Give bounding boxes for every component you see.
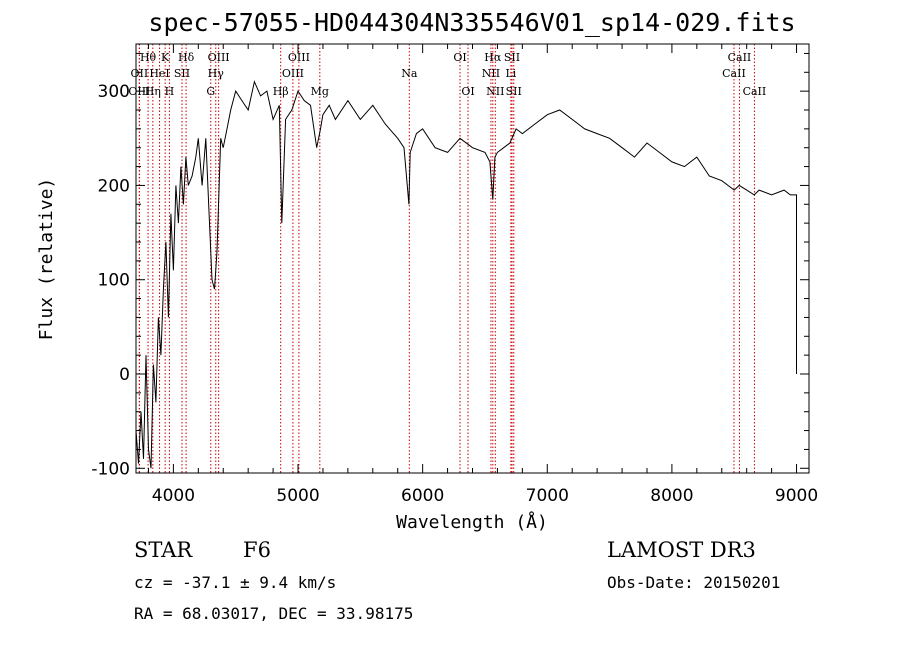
marker-label: CaII [743, 85, 767, 98]
x-tick-label: 5000 [276, 486, 319, 506]
redshift-cz: cz = -37.1 ± 9.4 km/s [134, 573, 337, 592]
marker-label: Hη [145, 85, 161, 98]
marker-label: Hδ [178, 51, 195, 64]
x-axis-ticks: 4000 5000 6000 7000 8000 9000 [147, 44, 818, 506]
y-axis-label: Flux (relative) [36, 178, 57, 341]
marker-label: NII [486, 85, 504, 98]
y-tick-label: 300 [98, 82, 130, 102]
y-tick-label: -100 [91, 459, 130, 479]
marker-label: Hβ [273, 85, 289, 98]
marker-label: HeI [149, 67, 169, 80]
marker-label: Na [401, 67, 418, 80]
marker-label: SII [174, 67, 190, 80]
marker-label: H [165, 85, 175, 98]
marker-label: OI [461, 85, 474, 98]
x-tick-label: 6000 [401, 486, 444, 506]
y-tick-label: 100 [98, 271, 130, 291]
marker-label: Li [505, 67, 516, 80]
spectral-subclass: F6 [243, 538, 271, 562]
marker-label: OIII [208, 51, 230, 64]
x-tick-label: 7000 [526, 486, 569, 506]
marker-label: K [161, 51, 170, 64]
marker-label: Hθ [140, 51, 157, 64]
marker-label: SII [506, 85, 522, 98]
marker-label: Hγ [208, 67, 225, 80]
y-axis-ticks: -100 0 100 200 300 [91, 52, 809, 479]
marker-label: CaII [728, 51, 752, 64]
marker-label: Mg [311, 85, 329, 98]
marker-label: SII [504, 51, 520, 64]
x-tick-label: 8000 [650, 486, 693, 506]
marker-label: OIII [288, 51, 310, 64]
observation-date: Obs-Date: 20150201 [607, 573, 781, 592]
x-tick-label: 4000 [152, 486, 195, 506]
marker-label: NII [482, 67, 500, 80]
ra-dec: RA = 68.03017, DEC = 33.98175 [134, 604, 414, 623]
marker-label: Hα [484, 51, 502, 64]
survey-name: LAMOST DR3 [607, 538, 756, 562]
plot-frame [135, 43, 810, 474]
x-axis-label: Wavelength (Å) [396, 511, 548, 533]
marker-label: OI [453, 51, 466, 64]
marker-label: CaII [722, 67, 746, 80]
y-tick-label: 0 [119, 365, 130, 385]
x-tick-label: 9000 [775, 486, 818, 506]
spectrum-line [135, 80, 797, 469]
marker-label: G [206, 85, 215, 98]
marker-label: OIII [282, 67, 304, 80]
object-class: STAR [134, 538, 193, 562]
chart-title: spec-57055-HD044304N335546V01_sp14-029.f… [148, 8, 795, 37]
line-markers [138, 44, 755, 473]
marker-label: OII [131, 67, 149, 80]
y-tick-label: 200 [98, 176, 130, 196]
